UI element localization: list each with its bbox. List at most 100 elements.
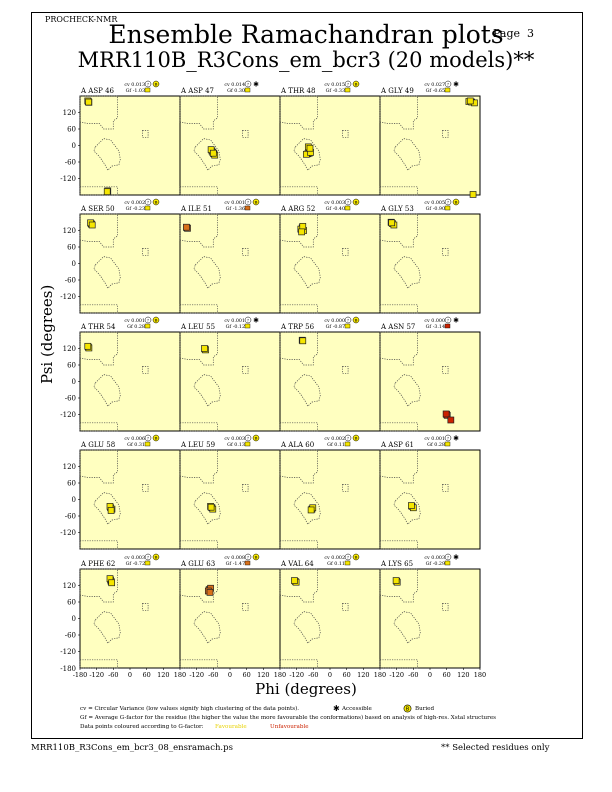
y-tick-label: 120 bbox=[63, 582, 76, 590]
legend-unfavourable: Unfavourable bbox=[270, 724, 309, 730]
accessibility-circle bbox=[144, 198, 152, 206]
allowed-region-boundary bbox=[393, 374, 421, 407]
allowed-region-boundary bbox=[279, 186, 318, 196]
allowed-region-boundary bbox=[293, 374, 321, 407]
allowed-region-boundary bbox=[279, 449, 318, 484]
svg-text:✱: ✱ bbox=[333, 704, 340, 712]
x-tick-label: 0 bbox=[228, 671, 232, 679]
gf-color-swatch bbox=[144, 323, 151, 329]
panel-background bbox=[279, 331, 381, 432]
accessibility-mark: ? bbox=[247, 318, 249, 323]
allowed-region-boundary bbox=[142, 366, 149, 374]
accessibility-circle bbox=[244, 80, 252, 88]
accessibility-circle bbox=[244, 434, 252, 442]
residue-label: A THR 54 bbox=[80, 323, 116, 331]
allowed-region-boundary bbox=[193, 138, 221, 171]
data-point bbox=[298, 228, 306, 236]
residue-label: A LYS 65 bbox=[380, 560, 413, 568]
data-point bbox=[388, 219, 396, 227]
buried-mark: B bbox=[155, 436, 158, 441]
cv-value: cv 0.001 bbox=[224, 318, 245, 324]
buried-icon bbox=[252, 553, 260, 561]
accessibility-mark: ? bbox=[147, 200, 149, 205]
gf-color-swatch bbox=[144, 205, 151, 211]
panel-background bbox=[279, 449, 381, 550]
gf-color-swatch bbox=[244, 205, 251, 211]
allowed-region-boundary bbox=[179, 95, 218, 130]
data-point bbox=[299, 223, 307, 230]
allowed-region-boundary bbox=[379, 449, 418, 484]
buried-mark: B bbox=[355, 555, 358, 560]
accessibility-mark: ? bbox=[147, 82, 149, 87]
buried-icon bbox=[352, 198, 360, 206]
allowed-region-boundary bbox=[79, 568, 118, 603]
cv-value: cv 0.003 bbox=[224, 436, 245, 442]
data-point bbox=[108, 579, 116, 587]
allowed-region-boundary bbox=[242, 248, 249, 256]
buried-mark: B bbox=[255, 436, 258, 441]
gf-value: Gf 0.28 bbox=[427, 442, 445, 448]
allowed-region-boundary bbox=[442, 603, 449, 611]
data-point bbox=[408, 502, 415, 509]
accessibility-circle bbox=[244, 198, 252, 206]
buried-mark: B bbox=[155, 318, 158, 323]
x-tick-label: -60 bbox=[308, 671, 318, 679]
residue-label: A GLY 49 bbox=[380, 87, 414, 95]
allowed-region-boundary bbox=[193, 492, 221, 525]
residue-label: A ASP 46 bbox=[80, 87, 115, 95]
buried-icon bbox=[152, 316, 160, 324]
cv-value: cv 0.015 bbox=[324, 82, 345, 88]
x-tick-label: 180 bbox=[474, 671, 486, 679]
gf-value: Gf -0.65 bbox=[426, 88, 445, 94]
gf-value: Gf -0.29 bbox=[426, 561, 445, 567]
data-point bbox=[306, 144, 314, 152]
allowed-region-boundary bbox=[379, 186, 418, 196]
cv-value: cv 0.000 bbox=[324, 318, 345, 324]
allowed-region-boundary bbox=[179, 659, 218, 669]
gf-value: Gf 0.11 bbox=[327, 442, 345, 448]
allowed-region-boundary bbox=[342, 248, 349, 256]
gf-color-swatch bbox=[444, 205, 451, 211]
y-tick-label: 0 bbox=[72, 142, 76, 150]
x-tick-label: 120 bbox=[257, 671, 269, 679]
svg-text:B: B bbox=[406, 707, 410, 713]
cv-value: cv 0.001 bbox=[424, 436, 445, 442]
x-tick-label: 60 bbox=[443, 671, 451, 679]
allowed-region-boundary bbox=[393, 138, 421, 171]
buried-icon bbox=[152, 198, 160, 206]
legend-accessible: Accessible bbox=[342, 706, 372, 712]
y-tick-label: -180 bbox=[60, 665, 76, 673]
accessibility-circle bbox=[244, 316, 252, 324]
cv-value: cv 0.014 bbox=[224, 82, 245, 88]
gf-value: Gf -3.14 bbox=[426, 324, 445, 330]
cv-value: cv 0.002 bbox=[324, 555, 345, 561]
allowed-region-boundary bbox=[242, 484, 249, 492]
allowed-region-boundary bbox=[242, 130, 249, 138]
allowed-region-boundary bbox=[379, 422, 418, 432]
buried-icon bbox=[452, 198, 460, 206]
buried-mark: B bbox=[355, 436, 358, 441]
y-tick-label: 0 bbox=[72, 378, 76, 386]
residue-label: A ILE 51 bbox=[180, 205, 212, 213]
x-tick-label: 180 bbox=[374, 671, 386, 679]
x-tick-label: 120 bbox=[457, 671, 469, 679]
cv-value: cv 0.027 bbox=[424, 82, 445, 88]
allowed-region-boundary bbox=[79, 331, 118, 366]
x-tick-label: 120 bbox=[157, 671, 169, 679]
y-tick-label: -120 bbox=[60, 648, 76, 656]
legend-favourable: Favourable bbox=[215, 724, 247, 730]
panel-background bbox=[279, 95, 381, 196]
x-tick-label: 0 bbox=[428, 671, 432, 679]
allowed-region-boundary bbox=[379, 568, 418, 603]
accessible-icon: ✱ bbox=[453, 81, 459, 89]
